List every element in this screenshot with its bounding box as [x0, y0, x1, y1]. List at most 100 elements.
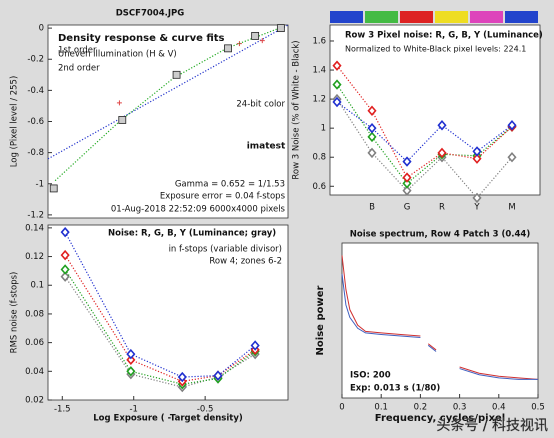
chart-subtitle: Normalized to White-Black pixel levels: … — [345, 45, 526, 54]
y-tick-label: 0.02 — [25, 396, 44, 406]
y-tick-label: -0.8 — [27, 148, 44, 158]
marker — [367, 105, 377, 116]
series-line — [47, 24, 289, 160]
series-line — [459, 366, 539, 380]
y-tick-label: 1 — [321, 124, 326, 134]
color-bar — [365, 11, 398, 23]
annotation: in f-stops (variable divisor) — [169, 245, 282, 255]
marker — [402, 156, 412, 167]
x-tick-label: 0.5 — [531, 403, 545, 413]
plot-area — [47, 24, 289, 219]
marker — [472, 146, 482, 157]
color-bar — [435, 11, 468, 23]
x-tick-label: 0.4 — [492, 403, 506, 413]
x-tick-label: 0 — [339, 403, 344, 413]
series-line — [427, 343, 437, 351]
marker — [472, 192, 482, 204]
x-tick-label: -1.5 — [54, 405, 71, 415]
marker — [126, 354, 136, 366]
marker — [437, 147, 447, 159]
series-line — [64, 231, 256, 378]
y-tick-label: 0.14 — [25, 223, 44, 233]
marker — [49, 184, 58, 193]
marker — [60, 249, 70, 261]
marker — [60, 264, 70, 275]
x-tick-label: 0.2 — [414, 403, 428, 413]
marker — [126, 366, 136, 377]
marker — [213, 370, 223, 381]
annotation: imatest — [247, 142, 286, 152]
marker — [367, 147, 377, 159]
plot-area — [329, 24, 541, 196]
x-tick-label: 0.1 — [374, 403, 388, 413]
y-tick-label: 0.06 — [25, 338, 44, 348]
y-tick-label: 0.08 — [25, 309, 44, 319]
color-bar — [505, 11, 538, 23]
chart-subtitle: Density response & curve fits — [58, 33, 225, 44]
marker — [276, 24, 285, 33]
y-tick-label: 0.1 — [30, 281, 44, 291]
y-tick-label: 1.4 — [312, 66, 326, 76]
chart-title: Noise spectrum, Row 4 Patch 3 (0.44) — [350, 230, 531, 240]
y-axis-label: Noise power — [315, 286, 326, 356]
chart-title: DSCF7004.JPG — [116, 9, 185, 19]
y-tick-label: -0.2 — [27, 55, 44, 65]
marker — [251, 31, 260, 40]
y-tick-label: 0 — [39, 24, 44, 34]
marker — [172, 70, 181, 79]
y-tick-label: 1.2 — [312, 95, 326, 105]
x-axis-label: Frequency, cycles/pixel — [375, 413, 505, 424]
marker — [259, 38, 265, 44]
y-axis-label: Log (Pixel level / 255) — [10, 76, 20, 168]
y-axis-label: RMS noise (f-stops) — [10, 272, 20, 354]
x-tick-label: M — [508, 203, 515, 213]
x-tick-label: B — [369, 203, 375, 213]
x-tick-label: -0.5 — [197, 405, 214, 415]
chart-title: Noise: R, G, B, Y (Luminance; gray) — [108, 229, 276, 239]
annotation: Row 4; zones 6-2 — [209, 257, 282, 267]
x-tick-label: G — [404, 203, 411, 213]
series-line — [336, 101, 513, 163]
y-tick-label: -1.2 — [27, 210, 44, 220]
series-line — [459, 368, 538, 380]
y-tick-label: 0.12 — [25, 252, 44, 262]
y-tick-label: -0.6 — [27, 117, 44, 127]
x-tick-label: R — [439, 203, 445, 213]
marker — [60, 271, 70, 282]
y-axis-label: Row 3 Noise (% of White - Black) — [292, 40, 302, 179]
y-tick-label: 0.04 — [25, 367, 44, 377]
marker — [116, 100, 122, 106]
marker — [118, 116, 127, 124]
plot-area — [47, 224, 289, 401]
marker — [472, 153, 482, 164]
marker — [332, 60, 342, 71]
annotation: Gamma = 0.652 = 1/1.53 — [175, 180, 285, 190]
y-tick-label: 1.6 — [312, 36, 326, 46]
marker — [507, 120, 517, 131]
chart-title: Row 3 Pixel noise: R, G, B, Y (Luminance… — [345, 31, 543, 41]
marker — [332, 79, 342, 90]
marker — [507, 152, 517, 163]
y-tick-label: -1 — [36, 179, 44, 189]
marker — [177, 371, 187, 383]
color-bar — [400, 11, 433, 23]
annotation: ISO: 200 — [350, 371, 391, 381]
y-tick-label: -0.4 — [27, 86, 44, 96]
marker — [60, 226, 70, 238]
x-tick-label: Y — [473, 203, 480, 213]
annotation: 01-Aug-2018 22:52:09 6000x4000 pixels — [111, 205, 286, 215]
legend-entry: Uneven illumination (H & V) — [58, 50, 177, 60]
x-tick-label: 0.3 — [453, 403, 467, 413]
y-tick-label: 0.6 — [312, 182, 326, 192]
color-bar — [330, 11, 363, 23]
annotation: Exposure error = 0.04 f-stops — [160, 192, 286, 202]
legend-entry: 1st order — [58, 46, 97, 56]
marker — [402, 178, 412, 189]
watermark: 头条号 / 科技视讯 — [436, 417, 548, 434]
plot-area — [341, 242, 539, 399]
marker — [402, 172, 412, 183]
annotation: Exp: 0.013 s (1/80) — [350, 384, 440, 394]
series-line — [341, 273, 421, 339]
y-tick-label: 0.8 — [312, 153, 326, 163]
